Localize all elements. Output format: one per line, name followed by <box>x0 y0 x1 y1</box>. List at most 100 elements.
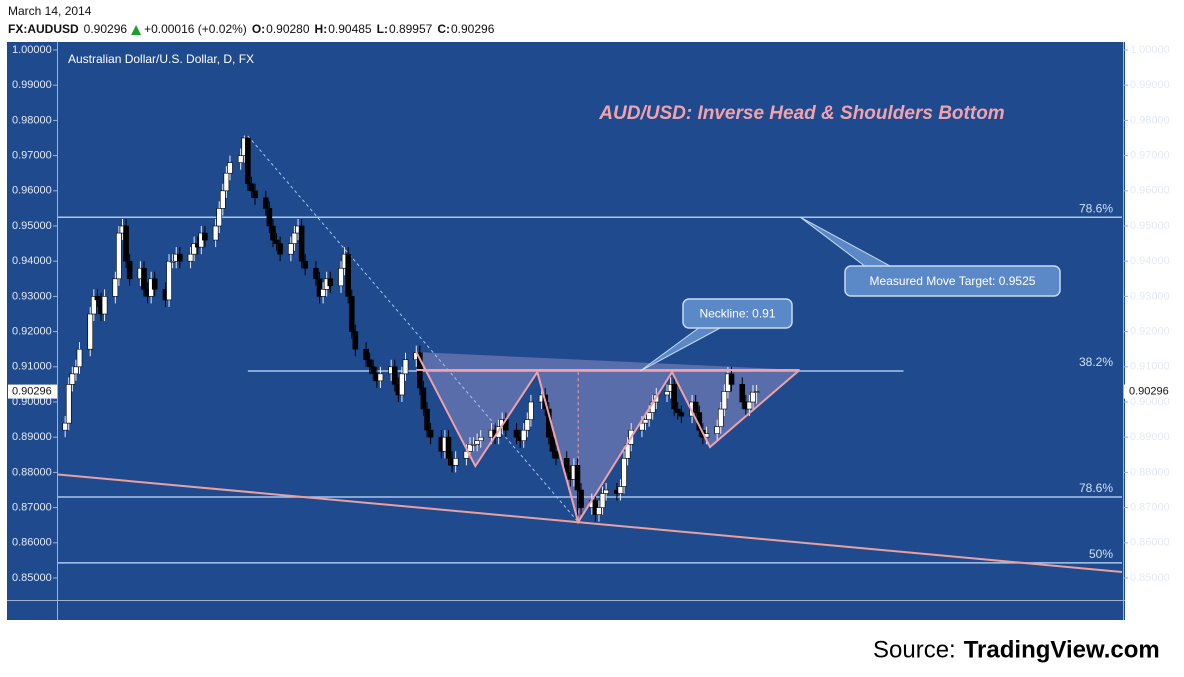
candle-body <box>671 384 677 410</box>
candle-body <box>87 313 94 350</box>
source-label: Source: <box>873 636 956 663</box>
callout-text: Neckline: 0.91 <box>699 307 775 321</box>
price-marker: 0.90296 <box>12 385 52 397</box>
y-tick-label: 0.98000 <box>12 114 52 126</box>
candle-body <box>399 373 405 396</box>
y-tick-label-right: 0.97000 <box>1130 150 1170 162</box>
candle-body <box>327 278 334 287</box>
up-arrow <box>131 25 142 35</box>
candle-body <box>123 225 129 262</box>
candle-body <box>753 391 760 393</box>
y-tick-label-right: 0.94000 <box>1130 255 1170 267</box>
y-tick-label-right: 0.91000 <box>1130 361 1170 373</box>
candle-body <box>169 260 176 263</box>
level-label: 78.6% <box>1079 481 1113 495</box>
candle-body <box>112 278 119 297</box>
candle-body <box>553 450 559 459</box>
candle-body <box>116 232 122 280</box>
y-tick-label-right: 0.88000 <box>1130 466 1170 478</box>
ohlc-label: C: <box>437 22 450 36</box>
candle-body <box>574 465 581 491</box>
candle-body <box>94 296 101 301</box>
symbol: FX:AUDUSD <box>8 22 79 36</box>
y-tick-label: 0.91000 <box>12 361 52 373</box>
y-tick-label-right: 0.86000 <box>1130 537 1170 549</box>
pattern-area <box>416 352 800 523</box>
candle-body <box>313 267 319 280</box>
candle-body <box>366 359 373 368</box>
candle-body <box>187 253 194 262</box>
y-tick-label: 0.93000 <box>12 290 52 302</box>
y-tick-label-right: 0.93000 <box>1130 290 1170 302</box>
last-price: 0.90296 <box>84 22 128 36</box>
candle-body <box>642 419 649 424</box>
candle-body <box>141 267 147 290</box>
candle-body <box>513 429 520 438</box>
y-tick-label: 0.97000 <box>12 150 52 162</box>
candle-body <box>248 183 255 192</box>
candle-body <box>678 412 685 417</box>
candle-body <box>69 373 76 385</box>
callout-text: Measured Move Target: 0.9525 <box>870 274 1036 288</box>
candle-body <box>524 419 531 431</box>
candle-body <box>177 253 183 262</box>
ohlc-label: L: <box>377 22 388 36</box>
change: +0.00016 (+0.02%) <box>144 22 247 36</box>
candle-body <box>91 296 97 315</box>
candle-body <box>674 408 681 413</box>
header-quote: FX:AUDUSD 0.90296 +0.00016 (+0.02%) O: 0.902… <box>8 22 495 36</box>
chart-subtitle: Australian Dollar/U.S. Dollar, D, FX <box>68 52 254 66</box>
y-tick-label-right: 0.85000 <box>1130 572 1170 584</box>
candle-body <box>302 260 308 269</box>
candle-body <box>714 426 720 434</box>
candle-body <box>427 429 434 438</box>
candle-body <box>739 384 746 403</box>
candle-body <box>73 366 79 375</box>
y-tick-label: 0.94000 <box>12 255 52 267</box>
price-marker-box-right <box>1124 384 1176 399</box>
candle-body <box>603 489 609 494</box>
candle-body <box>549 436 556 452</box>
candle-body <box>345 253 351 297</box>
candle-body <box>298 225 305 262</box>
annotations: 78.6% 38.2% 78.6% 50% 0.90296 0.90296 Neckline… <box>8 201 1176 561</box>
candle-body <box>391 366 398 385</box>
callout-box <box>682 298 793 329</box>
level-label: 50% <box>1089 547 1113 561</box>
candle-body <box>227 162 233 174</box>
candle-body <box>621 458 627 487</box>
callout-box <box>844 265 1061 297</box>
y-tick-label: 1.00000 <box>12 44 52 56</box>
y-tick-label-right: 0.90000 <box>1130 396 1170 408</box>
y-tick-label: 0.86000 <box>12 537 52 549</box>
candle-body <box>477 436 484 442</box>
level-label: 38.2% <box>1079 355 1113 369</box>
candle-body <box>245 137 251 185</box>
y-tick-label: 0.96000 <box>12 185 52 197</box>
candle-body <box>599 493 606 508</box>
candle-body <box>664 391 670 396</box>
candle-body <box>65 384 72 424</box>
candle-body <box>617 486 624 494</box>
candle-body <box>266 208 273 227</box>
y-tick-label: 0.85000 <box>12 572 52 584</box>
candle-body <box>151 278 158 290</box>
y-tick-label-right: 0.96000 <box>1130 185 1170 197</box>
candle-body <box>424 408 430 431</box>
candle-body <box>692 401 699 413</box>
candle-body <box>717 408 724 427</box>
candle-body <box>402 359 409 375</box>
candle-body <box>320 289 326 297</box>
candle-body <box>291 232 298 244</box>
candle-body <box>470 443 477 446</box>
y-tick-label-right: 1.00000 <box>1130 44 1170 56</box>
y-tick-label: 0.87000 <box>12 502 52 514</box>
candle-body <box>338 267 344 287</box>
source-name: TradingView.com <box>964 636 1160 663</box>
header-date: March 14, 2014 <box>8 4 92 18</box>
candle-body <box>262 197 269 209</box>
candle-body <box>216 208 223 227</box>
ohlc-value: 0.90296 <box>451 22 495 36</box>
candle-body <box>270 225 276 241</box>
